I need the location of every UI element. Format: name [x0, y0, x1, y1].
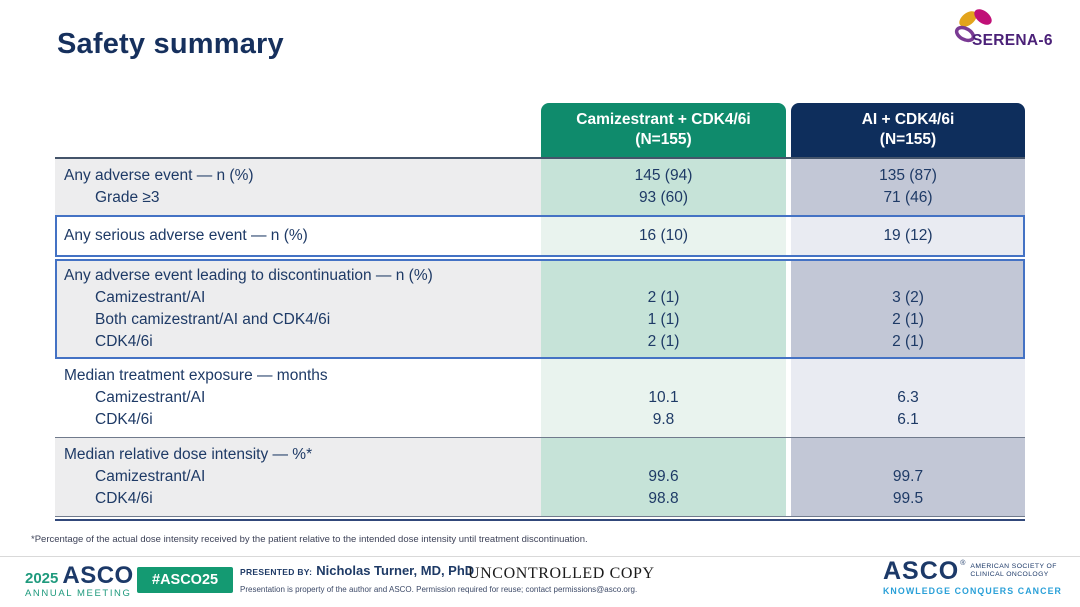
footer: 2025 ASCO ANNUAL MEETING #ASCO25 PRESENT…: [0, 557, 1080, 607]
meeting-org: ASCO: [62, 562, 134, 589]
ai-value-cell: 3 (2) 2 (1) 2 (1): [791, 259, 1025, 359]
row-label: CDK4/6i: [95, 333, 153, 350]
column-subtitle: (N=155): [635, 131, 692, 148]
ai-value-cell: 135 (87) 71 (46): [791, 159, 1025, 215]
ai-value: 99.7: [892, 468, 924, 485]
column-header-ai: AI + CDK4/6i (N=155): [791, 103, 1025, 157]
camizestrant-value: 1 (1): [647, 311, 680, 328]
ai-value: 2 (1): [892, 333, 924, 350]
camizestrant-value-cell: 10.1 9.8: [541, 359, 786, 437]
row-label: Any adverse event leading to discontinua…: [64, 267, 433, 284]
serena-trial-name: SERENA-6: [972, 32, 1053, 49]
safety-table: Camizestrant + CDK4/6i (N=155) AI + CDK4…: [55, 103, 1025, 521]
camizestrant-value: 10.1: [648, 389, 679, 406]
table-header-row: Camizestrant + CDK4/6i (N=155) AI + CDK4…: [55, 103, 1025, 157]
row-label-cell: Median relative dose intensity — %* Camiz…: [55, 438, 541, 516]
column-title: AI + CDK4/6i: [861, 111, 955, 128]
camizestrant-value: [541, 365, 786, 387]
ai-value: [791, 444, 1025, 466]
row-label: Median treatment exposure — months: [64, 367, 328, 384]
row-label: CDK4/6i: [95, 411, 153, 428]
header-spacer: [55, 103, 541, 157]
row-label: Camizestrant/AI: [95, 289, 206, 306]
camizestrant-value: 145 (94): [634, 167, 693, 184]
camizestrant-value-cell: 2 (1) 1 (1) 2 (1): [541, 259, 786, 359]
ai-value: 19 (12): [883, 227, 933, 244]
ai-value: 3 (2): [892, 289, 924, 306]
ai-value: 6.1: [897, 411, 919, 428]
asco-annual-meeting-logo: 2025 ASCO ANNUAL MEETING: [25, 562, 134, 600]
table-body: Any adverse event — n (%) Grade ≥3 145 (94…: [55, 157, 1025, 517]
row-label-cell: Any serious adverse event — n (%): [55, 215, 541, 257]
camizestrant-value-cell: 99.6 98.8: [541, 438, 786, 516]
ai-value: 2 (1): [892, 311, 924, 328]
column-subtitle: (N=155): [879, 131, 937, 148]
camizestrant-value: 98.8: [648, 490, 679, 507]
table-bottom-border: [55, 518, 1025, 521]
row-label: Any serious adverse event — n (%): [64, 227, 308, 244]
row-label: Camizestrant/AI: [95, 389, 206, 406]
camizestrant-value: 9.8: [652, 411, 675, 428]
permission-note: Presentation is property of the author a…: [240, 585, 638, 594]
ai-value: [791, 265, 1025, 287]
row-label: Median relative dose intensity — %*: [64, 446, 313, 463]
serena-flower-icon: [954, 9, 992, 43]
table-row-group: Any serious adverse event — n (%) 16 (10)…: [55, 215, 1025, 257]
row-label: CDK4/6i: [95, 490, 153, 507]
asco-tagline: KNOWLEDGE CONQUERS CANCER: [882, 586, 1062, 596]
camizestrant-value: 2 (1): [647, 333, 680, 350]
ai-value: 6.3: [897, 389, 919, 406]
camizestrant-value: [541, 444, 786, 466]
camizestrant-value: [541, 265, 786, 287]
meeting-year: 2025: [25, 570, 59, 587]
row-label-cell: Median treatment exposure — months Camize…: [55, 359, 541, 437]
meeting-name: ANNUAL MEETING: [25, 588, 132, 599]
ai-value: 99.5: [892, 490, 924, 507]
camizestrant-value-cell: 16 (10): [541, 215, 786, 257]
serena-6-logo: SERENA-6: [936, 6, 1068, 56]
presenter-name: Nicholas Turner, MD, PhD: [316, 563, 475, 578]
asco-society-logo: ASCO ® AMERICAN SOCIETY OF CLINICAL ONCO…: [882, 557, 1062, 597]
asco-society-lines: AMERICAN SOCIETY OF CLINICAL ONCOLOGY: [970, 563, 1057, 578]
row-label-cell: Any adverse event leading to discontinua…: [55, 259, 541, 359]
table-row-group: Median relative dose intensity — %* Camiz…: [55, 437, 1025, 516]
ai-value-cell: 6.3 6.1: [791, 359, 1025, 437]
hashtag-badge: #ASCO25: [137, 567, 234, 593]
table-row-group: Median treatment exposure — months Camize…: [55, 359, 1025, 437]
presented-by-label: PRESENTED BY:: [240, 567, 313, 577]
camizestrant-value: 16 (10): [638, 227, 689, 244]
row-label: Both camizestrant/AI and CDK4/6i: [95, 311, 331, 328]
ai-value: [791, 365, 1025, 387]
table-row-group: Any adverse event leading to discontinua…: [55, 259, 1025, 359]
column-title: Camizestrant + CDK4/6i: [576, 111, 751, 128]
camizestrant-value: 99.6: [648, 468, 679, 485]
camizestrant-value-cell: 145 (94) 93 (60): [541, 159, 786, 215]
uncontrolled-copy-notice: UNCONTROLLED COPY: [468, 565, 655, 582]
registered-mark: ®: [960, 560, 966, 567]
footer-divider: [0, 556, 1080, 557]
column-header-camizestrant: Camizestrant + CDK4/6i (N=155): [541, 103, 786, 157]
ai-value: 135 (87): [879, 167, 937, 184]
row-label-cell: Any adverse event — n (%) Grade ≥3: [55, 159, 541, 215]
asco-logo-name: ASCO: [882, 557, 960, 585]
table-row-group: Any adverse event — n (%) Grade ≥3 145 (94…: [55, 159, 1025, 215]
camizestrant-value: 2 (1): [647, 289, 680, 306]
camizestrant-value: 93 (60): [638, 189, 689, 206]
footnote: *Percentage of the actual dose intensity…: [31, 534, 588, 545]
row-label: Camizestrant/AI: [95, 468, 206, 485]
ai-value-cell: 19 (12): [791, 215, 1025, 257]
ai-value: 71 (46): [883, 189, 933, 206]
presented-by-block: PRESENTED BY: Nicholas Turner, MD, PhD P…: [240, 563, 637, 594]
ai-value-cell: 99.7 99.5: [791, 438, 1025, 516]
row-label: Grade ≥3: [95, 189, 160, 206]
row-label: Any adverse event — n (%): [64, 167, 254, 184]
page-title: Safety summary: [57, 28, 284, 60]
